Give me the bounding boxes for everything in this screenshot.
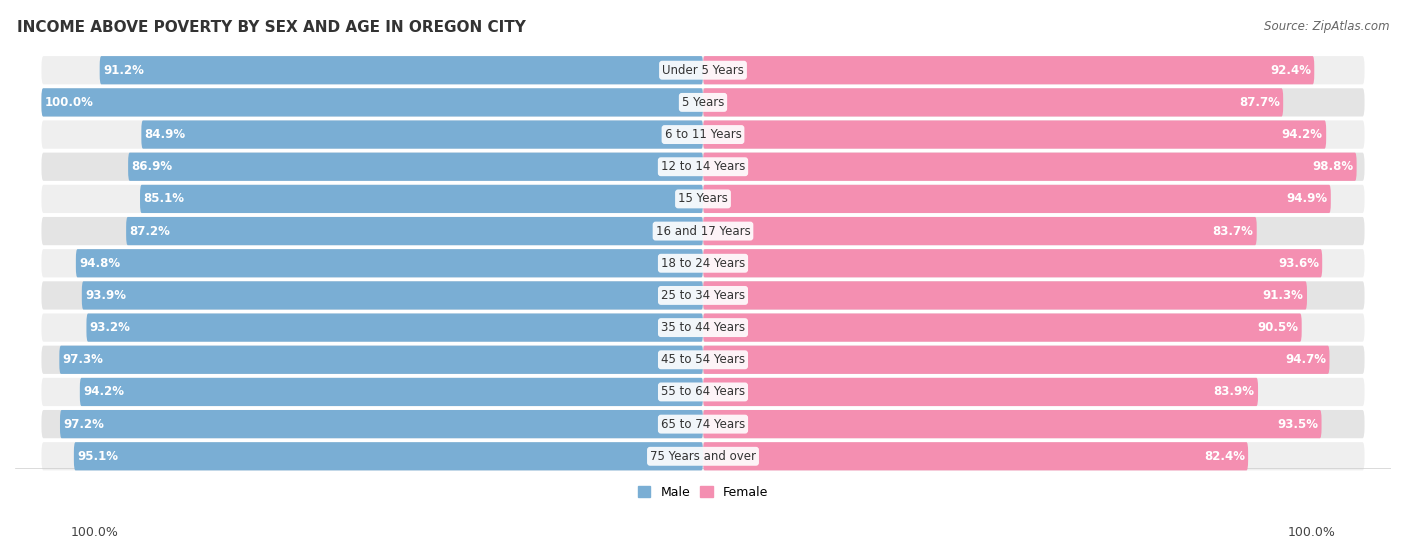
FancyBboxPatch shape — [59, 345, 703, 374]
Text: 25 to 34 Years: 25 to 34 Years — [661, 289, 745, 302]
FancyBboxPatch shape — [703, 281, 1308, 310]
FancyBboxPatch shape — [41, 120, 1365, 149]
FancyBboxPatch shape — [128, 153, 703, 181]
Text: 5 Years: 5 Years — [682, 96, 724, 109]
Text: 92.4%: 92.4% — [1270, 64, 1310, 77]
Text: 16 and 17 Years: 16 and 17 Years — [655, 225, 751, 238]
Text: 83.7%: 83.7% — [1212, 225, 1253, 238]
Text: 97.2%: 97.2% — [63, 418, 104, 430]
Text: 93.2%: 93.2% — [90, 321, 131, 334]
Text: 90.5%: 90.5% — [1257, 321, 1298, 334]
FancyBboxPatch shape — [41, 378, 1365, 406]
FancyBboxPatch shape — [75, 442, 703, 471]
Text: 91.2%: 91.2% — [103, 64, 143, 77]
Text: 94.7%: 94.7% — [1285, 353, 1326, 366]
Legend: Male, Female: Male, Female — [633, 481, 773, 504]
FancyBboxPatch shape — [41, 217, 1365, 245]
FancyBboxPatch shape — [60, 410, 703, 438]
FancyBboxPatch shape — [41, 345, 1365, 374]
FancyBboxPatch shape — [703, 345, 1330, 374]
FancyBboxPatch shape — [41, 314, 1365, 342]
Text: 87.7%: 87.7% — [1239, 96, 1279, 109]
FancyBboxPatch shape — [142, 120, 703, 149]
Text: 65 to 74 Years: 65 to 74 Years — [661, 418, 745, 430]
FancyBboxPatch shape — [41, 153, 1365, 181]
FancyBboxPatch shape — [703, 410, 1322, 438]
Text: 15 Years: 15 Years — [678, 192, 728, 205]
Text: 94.2%: 94.2% — [83, 386, 124, 399]
Text: 100.0%: 100.0% — [1288, 527, 1336, 539]
Text: 97.3%: 97.3% — [63, 353, 104, 366]
Text: INCOME ABOVE POVERTY BY SEX AND AGE IN OREGON CITY: INCOME ABOVE POVERTY BY SEX AND AGE IN O… — [17, 20, 526, 35]
Text: 84.9%: 84.9% — [145, 128, 186, 141]
Text: 6 to 11 Years: 6 to 11 Years — [665, 128, 741, 141]
Text: 98.8%: 98.8% — [1312, 160, 1354, 173]
FancyBboxPatch shape — [41, 56, 1365, 84]
FancyBboxPatch shape — [80, 378, 703, 406]
Text: 12 to 14 Years: 12 to 14 Years — [661, 160, 745, 173]
Text: 91.3%: 91.3% — [1263, 289, 1303, 302]
Text: 94.9%: 94.9% — [1286, 192, 1327, 205]
Text: 75 Years and over: 75 Years and over — [650, 450, 756, 463]
FancyBboxPatch shape — [41, 88, 703, 116]
FancyBboxPatch shape — [41, 249, 1365, 277]
Text: Source: ZipAtlas.com: Source: ZipAtlas.com — [1264, 20, 1389, 32]
FancyBboxPatch shape — [76, 249, 703, 277]
FancyBboxPatch shape — [127, 217, 703, 245]
Text: Under 5 Years: Under 5 Years — [662, 64, 744, 77]
Text: 94.8%: 94.8% — [79, 257, 121, 270]
FancyBboxPatch shape — [703, 185, 1331, 213]
FancyBboxPatch shape — [86, 314, 703, 342]
FancyBboxPatch shape — [703, 249, 1322, 277]
FancyBboxPatch shape — [703, 88, 1284, 116]
FancyBboxPatch shape — [41, 185, 1365, 213]
Text: 85.1%: 85.1% — [143, 192, 184, 205]
Text: 55 to 64 Years: 55 to 64 Years — [661, 386, 745, 399]
Text: 93.5%: 93.5% — [1277, 418, 1319, 430]
Text: 93.9%: 93.9% — [86, 289, 127, 302]
FancyBboxPatch shape — [41, 442, 1365, 471]
FancyBboxPatch shape — [703, 153, 1357, 181]
FancyBboxPatch shape — [100, 56, 703, 84]
FancyBboxPatch shape — [703, 56, 1315, 84]
Text: 94.2%: 94.2% — [1282, 128, 1323, 141]
FancyBboxPatch shape — [703, 442, 1249, 471]
FancyBboxPatch shape — [41, 410, 1365, 438]
Text: 35 to 44 Years: 35 to 44 Years — [661, 321, 745, 334]
Text: 86.9%: 86.9% — [131, 160, 173, 173]
FancyBboxPatch shape — [703, 120, 1326, 149]
Text: 82.4%: 82.4% — [1204, 450, 1244, 463]
Text: 95.1%: 95.1% — [77, 450, 118, 463]
FancyBboxPatch shape — [41, 281, 1365, 310]
Text: 93.6%: 93.6% — [1278, 257, 1319, 270]
Text: 87.2%: 87.2% — [129, 225, 170, 238]
FancyBboxPatch shape — [703, 217, 1257, 245]
Text: 18 to 24 Years: 18 to 24 Years — [661, 257, 745, 270]
FancyBboxPatch shape — [41, 88, 1365, 116]
Text: 45 to 54 Years: 45 to 54 Years — [661, 353, 745, 366]
Text: 83.9%: 83.9% — [1213, 386, 1254, 399]
FancyBboxPatch shape — [703, 378, 1258, 406]
FancyBboxPatch shape — [141, 185, 703, 213]
FancyBboxPatch shape — [703, 314, 1302, 342]
FancyBboxPatch shape — [82, 281, 703, 310]
Text: 100.0%: 100.0% — [45, 96, 94, 109]
Text: 100.0%: 100.0% — [70, 527, 118, 539]
